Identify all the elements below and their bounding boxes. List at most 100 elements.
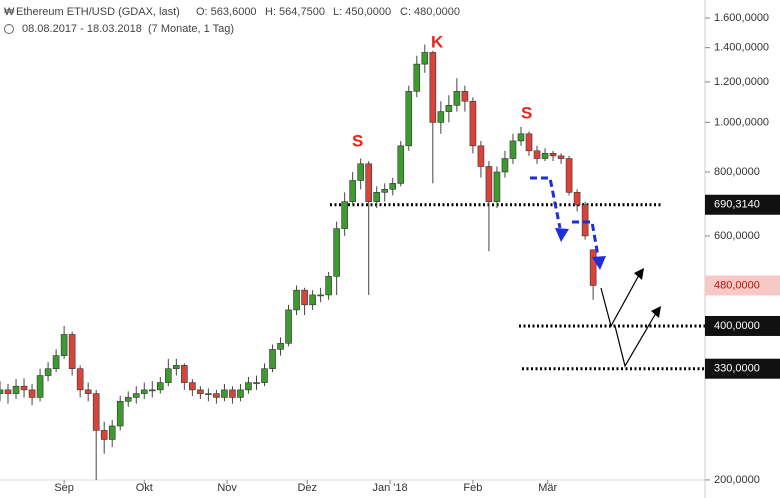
candle-body <box>357 163 364 181</box>
candle-body <box>36 375 44 398</box>
candle-body <box>397 145 405 184</box>
header-high: H: 564,7500 <box>265 6 325 18</box>
chart-icon: ₩ <box>4 6 15 18</box>
black-arrow <box>600 274 640 328</box>
blue-dashed-arrow <box>572 220 600 257</box>
header-low: L: 450,0000 <box>333 6 391 18</box>
drawings: S K S <box>352 32 661 368</box>
candle-body <box>221 389 228 398</box>
candle-body <box>4 389 12 394</box>
x-tick-label: Sep <box>54 482 74 494</box>
y-tick-label: 1.600,0000 <box>714 12 769 24</box>
candle-body <box>140 389 148 394</box>
candle-body <box>341 201 348 229</box>
candle-body <box>557 155 565 159</box>
chart-subtitle: 08.08.2017 - 18.03.2018 <box>22 23 142 35</box>
x-tick-label: Nov <box>217 482 237 494</box>
candle-body <box>413 63 421 92</box>
candle-body <box>124 397 132 402</box>
candle-body <box>269 349 276 370</box>
candle-body <box>173 365 180 370</box>
black-arrowhead <box>634 268 644 280</box>
candle-body <box>253 382 260 384</box>
annotation: S <box>352 131 363 150</box>
candle-body <box>333 228 340 277</box>
level-box <box>705 315 780 336</box>
y-tick-label: 1.200,0000 <box>714 76 769 88</box>
black-arrow <box>614 312 657 368</box>
candle-body <box>541 153 549 159</box>
clock-icon <box>4 24 14 34</box>
candle-body <box>100 430 108 440</box>
candle-body <box>565 158 573 193</box>
candle-body <box>461 91 469 102</box>
candle-body <box>108 425 116 440</box>
blue-arrowhead <box>592 256 606 270</box>
candle-body <box>389 183 397 190</box>
candle-body <box>325 276 332 296</box>
candle-body <box>589 249 597 286</box>
candle-body <box>68 334 76 370</box>
candle-body <box>205 393 212 395</box>
blue-dashed-arrow <box>530 176 562 229</box>
candle-body <box>301 289 308 306</box>
header-close: C: 480,0000 <box>400 6 460 18</box>
level-label: 400,0000 <box>714 320 760 332</box>
candle-body <box>421 52 429 65</box>
period: (7 Monate, 1 Tag) <box>148 23 234 35</box>
candle-body <box>60 334 68 356</box>
y-tick-label: 600,0000 <box>714 230 760 242</box>
x-tick-label: Jan '18 <box>373 482 408 494</box>
candle-body <box>453 91 461 106</box>
candle-body <box>148 389 156 392</box>
candle-body <box>445 105 453 112</box>
candle-body <box>285 309 292 344</box>
header: ₩ Ethereum ETH/USD (GDAX, last) O: 563,6… <box>4 6 460 35</box>
candle-body <box>493 171 501 202</box>
candle-body <box>213 393 220 398</box>
x-tick-label: Feb <box>463 482 482 494</box>
candle-body <box>92 393 100 431</box>
candle-body <box>501 158 509 173</box>
blue-arrowhead <box>555 228 569 242</box>
level-box <box>705 194 780 215</box>
candle-body <box>437 111 445 123</box>
annotation: S <box>521 103 532 122</box>
candle-body <box>509 140 517 159</box>
candle-body <box>12 385 20 394</box>
y-tick-label: 200,0000 <box>714 474 760 486</box>
candle-body <box>116 400 124 427</box>
candle-body <box>381 189 389 193</box>
candle-body <box>20 385 28 391</box>
chart-title: Ethereum ETH/USD (GDAX, last) <box>16 6 180 18</box>
y-tick-label: 800,0000 <box>714 166 760 178</box>
candle-body <box>405 91 413 147</box>
candle-body <box>189 382 196 391</box>
annotation: K <box>431 32 444 51</box>
candle-body <box>573 192 581 206</box>
candle-body <box>237 389 244 398</box>
x-tick-label: Dez <box>297 482 317 494</box>
candle-body <box>0 389 4 394</box>
candle-body <box>277 342 284 350</box>
candle-body <box>197 389 204 394</box>
level-box <box>705 358 780 379</box>
candle-body <box>44 368 52 376</box>
x-tick-label: Okt <box>136 482 153 494</box>
y-tick-label: 1.000,0000 <box>714 116 769 128</box>
level-label: 690,3140 <box>714 199 760 211</box>
candle-body <box>349 180 356 202</box>
last-price-box <box>705 275 780 296</box>
candle-body <box>517 133 525 142</box>
candle-body <box>485 166 493 202</box>
x-tick-label: Mär <box>538 482 557 494</box>
candle-body <box>469 100 477 147</box>
y-tick-label: 1.400,0000 <box>714 42 769 54</box>
plot: 200,0000 600,0000 800,0000 1.000,0000 1.200,… <box>0 12 780 494</box>
level-label: 330,0000 <box>714 363 760 375</box>
candle-body <box>84 389 92 394</box>
candle-body <box>165 368 172 383</box>
candle-body <box>28 389 36 398</box>
candle-body <box>581 204 589 237</box>
